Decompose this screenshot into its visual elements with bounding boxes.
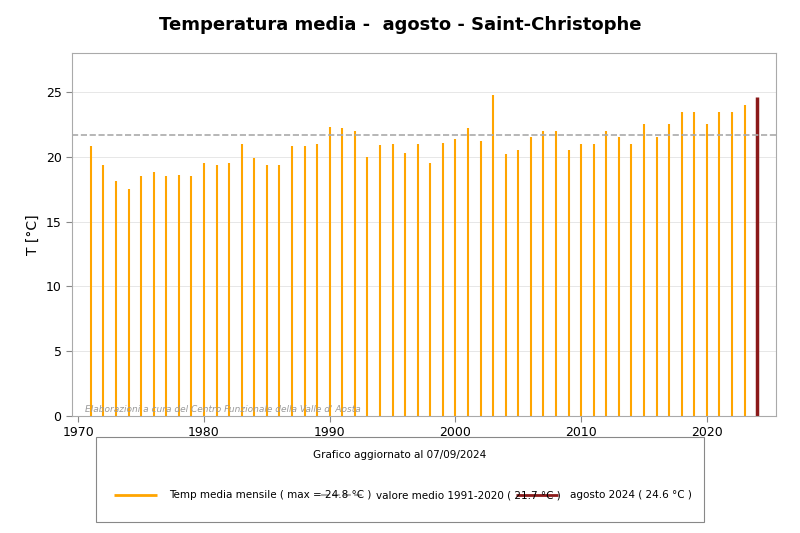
Text: Temperatura media -  agosto - Saint-Christophe: Temperatura media - agosto - Saint-Chris… — [158, 16, 642, 34]
Text: Temp media mensile ( max = 24.8 °C ): Temp media mensile ( max = 24.8 °C ) — [169, 490, 371, 500]
Text: Elaborazioni a cura del Centro Funzionale della Valle d' Aosta: Elaborazioni a cura del Centro Funzional… — [85, 405, 360, 414]
Text: agosto 2024 ( 24.6 °C ): agosto 2024 ( 24.6 °C ) — [570, 490, 692, 500]
Text: Grafico aggiornato al 07/09/2024: Grafico aggiornato al 07/09/2024 — [314, 450, 486, 460]
Y-axis label: T [°C]: T [°C] — [26, 214, 40, 255]
Text: valore medio 1991-2020 ( 21.7 °C ): valore medio 1991-2020 ( 21.7 °C ) — [376, 490, 561, 500]
FancyBboxPatch shape — [96, 437, 704, 522]
